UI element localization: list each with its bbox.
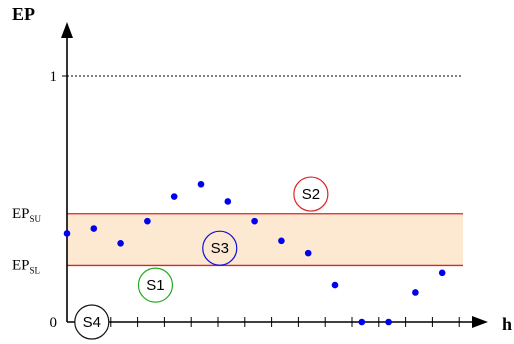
lower-threshold-label: EPSL xyxy=(12,257,40,275)
y-axis-label: EP xyxy=(12,4,35,24)
state-label-s3: S3 xyxy=(211,240,229,257)
y-tick-label: 1 xyxy=(50,69,58,85)
state-circle-s3 xyxy=(202,230,238,266)
data-point xyxy=(224,198,232,205)
y-tick-label: 0 xyxy=(50,315,58,331)
state-circle-s4 xyxy=(74,304,110,340)
data-point xyxy=(385,318,392,326)
data-point xyxy=(278,237,285,245)
state-circle-s1 xyxy=(137,267,174,303)
data-point xyxy=(331,281,339,289)
state-label-s1: S1 xyxy=(146,277,164,294)
data-point xyxy=(358,318,366,326)
data-point xyxy=(170,193,178,200)
data-point xyxy=(144,217,151,225)
data-point xyxy=(251,217,258,225)
data-point xyxy=(304,249,312,257)
upper-threshold-label: EPSU xyxy=(12,206,42,224)
data-point xyxy=(197,180,205,188)
data-point xyxy=(90,225,98,232)
data-point xyxy=(412,289,419,296)
state-label-s4: S4 xyxy=(83,314,101,331)
data-point xyxy=(117,239,124,247)
x-axis-arrow xyxy=(472,316,488,328)
data-point xyxy=(438,269,446,277)
threshold-band xyxy=(67,213,463,266)
x-axis-label: h xyxy=(502,314,512,334)
data-point xyxy=(63,230,71,237)
state-circle-s2 xyxy=(293,176,329,212)
y-axis-arrow xyxy=(61,22,73,38)
state-label-s2: S2 xyxy=(302,186,320,203)
